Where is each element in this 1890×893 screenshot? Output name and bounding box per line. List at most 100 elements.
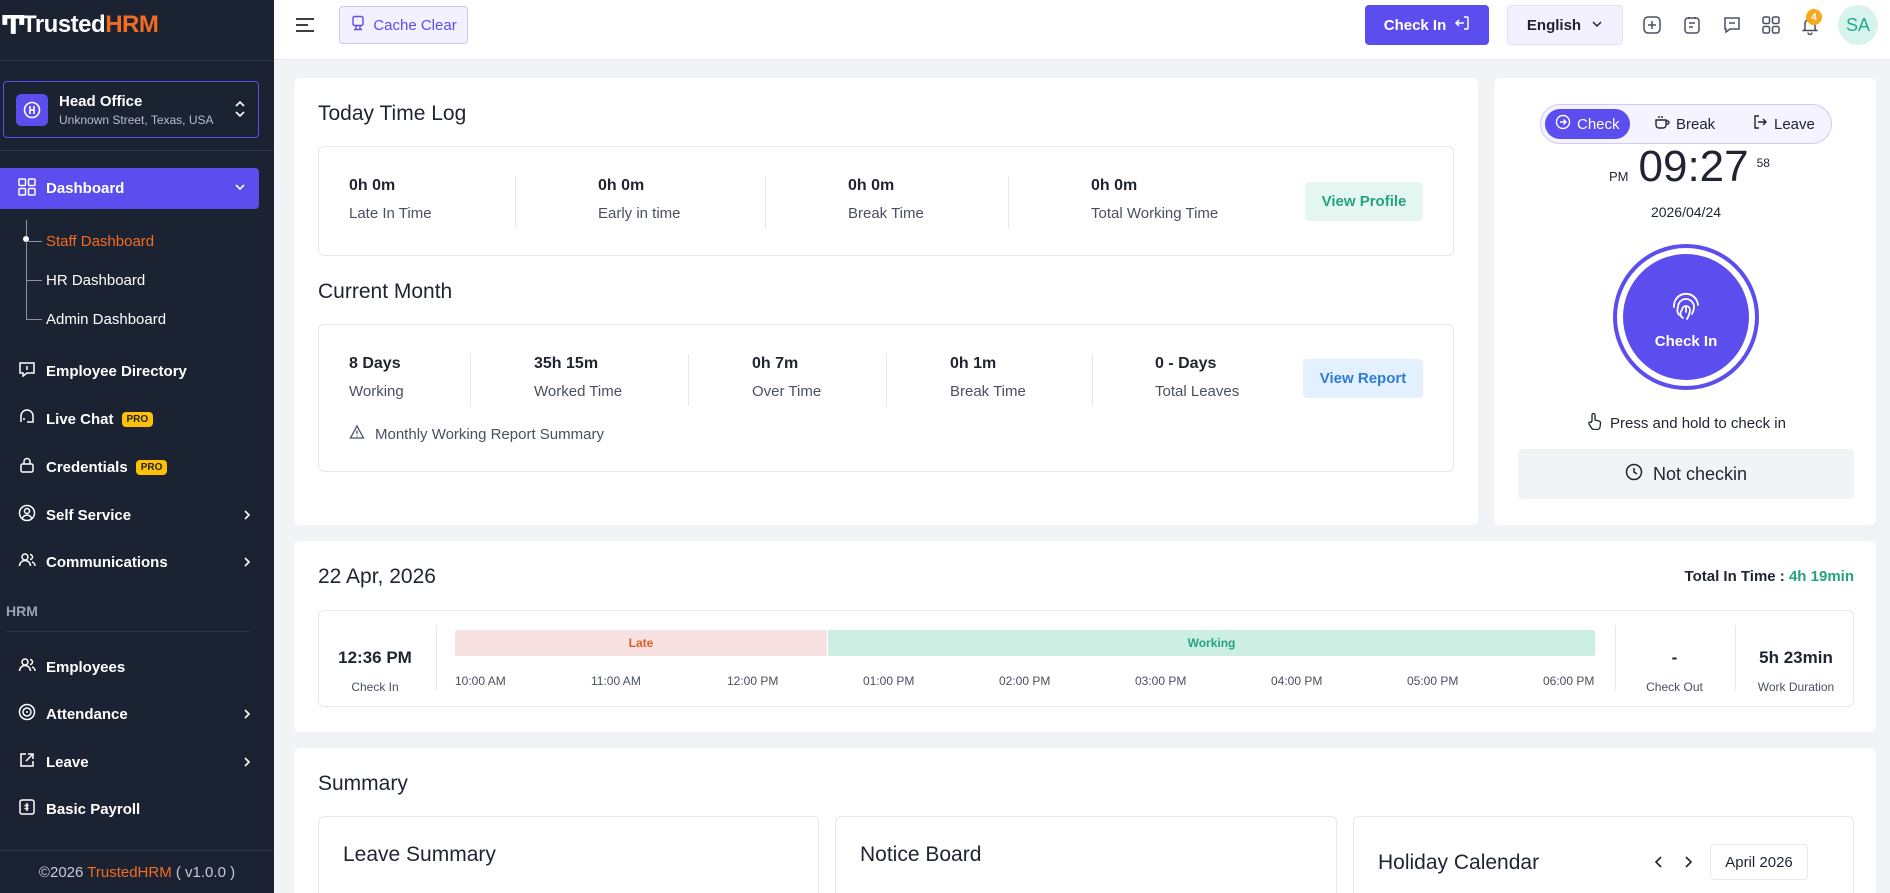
- lock-icon: [18, 456, 36, 478]
- check-mode-tabs: Check Break Leave: [1540, 104, 1832, 144]
- tab-leave[interactable]: Leave: [1752, 109, 1815, 139]
- chevron-right-icon[interactable]: [1681, 855, 1695, 874]
- dashboard-icon: [18, 177, 36, 200]
- sidebar-item-label: Employee Directory: [46, 362, 187, 380]
- stat-value: 0h 7m: [752, 355, 799, 372]
- divider: [886, 354, 887, 406]
- total-in-time-value: 4h 19min: [1788, 568, 1854, 585]
- today-time-log-title: Today Time Log: [318, 102, 467, 125]
- sidebar-item-employee-directory[interactable]: Employee Directory: [18, 359, 254, 383]
- sidebar-item-label: Communications: [46, 553, 168, 571]
- calendar-month-button[interactable]: April 2026: [1710, 844, 1808, 880]
- language-value: English: [1526, 16, 1582, 34]
- fingerprint-icon: [1666, 285, 1706, 329]
- sidebar-item-label: Credentials: [46, 458, 128, 476]
- user-circle-icon: [18, 504, 36, 526]
- sidebar-item-live-chat[interactable]: Live Chat PRO: [18, 407, 254, 431]
- add-icon[interactable]: [1641, 14, 1663, 36]
- notification-badge: 4: [1806, 9, 1822, 25]
- stat-value: 0h 0m: [598, 177, 645, 194]
- view-profile-button[interactable]: View Profile: [1305, 182, 1423, 221]
- notice-board-card: Notice Board: [835, 816, 1337, 893]
- message-icon[interactable]: [1721, 14, 1743, 36]
- brand-name-part1: Trusted: [22, 11, 106, 38]
- sidebar-item-self-service[interactable]: Self Service: [18, 503, 254, 527]
- stat-value: 35h 15m: [534, 355, 599, 372]
- sidebar-item-label: Employees: [46, 658, 126, 676]
- tab-check-label: Check: [1577, 115, 1620, 133]
- sidebar-item-attendance[interactable]: Attendance: [18, 702, 254, 726]
- divider: [765, 176, 766, 228]
- holiday-calendar-title: Holiday Calendar: [1378, 851, 1540, 874]
- logo-icon: Ͳ: [0, 9, 27, 40]
- office-name: Head Office: [59, 92, 143, 110]
- segment-late-label: Late: [628, 636, 654, 650]
- stat-total-working-time: 0h 0m Total Working Time: [1091, 177, 1218, 222]
- time-log-card: [294, 78, 1478, 525]
- brand-logo[interactable]: Ͳ Trusted HRM: [0, 8, 159, 42]
- apps-grid-icon[interactable]: [1760, 14, 1782, 36]
- chevron-updown-icon: [234, 98, 246, 125]
- office-selector[interactable]: Head Office Unknown Street, Texas, USA: [3, 81, 259, 138]
- chevron-right-icon: [240, 508, 254, 526]
- sidebar-item-label: Live Chat: [46, 410, 114, 428]
- timeline-tick: 06:00 PM: [1543, 674, 1595, 688]
- stat-value: 0h 1m: [950, 355, 997, 372]
- sidebar-subitem-admin-dashboard[interactable]: Admin Dashboard: [25, 311, 167, 328]
- directory-icon: [18, 360, 36, 382]
- stat-late-in-time: 0h 0m Late In Time: [349, 177, 432, 222]
- broom-icon: [350, 15, 366, 35]
- office-icon: [16, 93, 48, 126]
- sidebar-item-communications[interactable]: Communications: [18, 550, 254, 574]
- stat-label: Worked Time: [534, 383, 623, 400]
- section-label-hrm: HRM: [6, 603, 38, 619]
- sidebar-item-leave[interactable]: Leave: [18, 750, 254, 774]
- footer-prefix: ©2026: [38, 864, 88, 881]
- total-in-time: Total In Time : 4h 19min: [1685, 568, 1854, 585]
- sidebar-subitem-staff-dashboard[interactable]: Staff Dashboard: [25, 233, 155, 250]
- sidebar-item-credentials[interactable]: Credentials PRO: [18, 455, 254, 479]
- divider: [0, 150, 274, 151]
- sidebar-item-employees[interactable]: Employees: [18, 655, 254, 679]
- timeline-work-duration: 5h 23min Work Duration: [1746, 648, 1846, 694]
- total-in-time-label: Total In Time :: [1684, 568, 1789, 585]
- view-report-button[interactable]: View Report: [1303, 359, 1423, 398]
- check-in-button[interactable]: Check In: [1365, 5, 1489, 45]
- check-in-circle-button[interactable]: Check In: [1613, 244, 1759, 390]
- brand-name-part2: HRM: [105, 11, 159, 38]
- avatar[interactable]: SA: [1838, 5, 1878, 45]
- menu-toggle-icon[interactable]: [295, 16, 315, 39]
- current-month-title: Current Month: [318, 280, 453, 303]
- timeline-segment-working: Working: [828, 630, 1595, 656]
- footer-brand[interactable]: TrustedHRM: [87, 864, 172, 881]
- stat-break-time: 0h 0m Break Time: [848, 177, 924, 222]
- stat-worked-time: 35h 15m Worked Time: [534, 355, 622, 400]
- clock-seconds: 58: [1756, 156, 1770, 170]
- active-dot: [23, 236, 29, 242]
- monthly-report-note-text: Monthly Working Report Summary: [375, 425, 604, 443]
- users-icon: [18, 551, 36, 573]
- timeline-check-out: - Check Out: [1628, 648, 1721, 694]
- cache-clear-button[interactable]: Cache Clear: [339, 6, 468, 44]
- tab-break[interactable]: Break: [1654, 109, 1715, 139]
- check-in-circle-label: Check In: [1654, 332, 1718, 350]
- sidebar-item-basic-payroll[interactable]: Basic Payroll: [18, 797, 254, 821]
- stat-break-time-month: 0h 1m Break Time: [950, 355, 1026, 400]
- payroll-icon: [18, 798, 36, 820]
- sidebar-subitem-hr-dashboard[interactable]: HR Dashboard: [25, 272, 146, 289]
- check-out-value: -: [1671, 648, 1678, 667]
- notes-icon[interactable]: [1681, 14, 1703, 36]
- tab-check[interactable]: Check: [1545, 109, 1630, 139]
- sidebar-item-dashboard[interactable]: Dashboard: [0, 168, 259, 209]
- chevron-left-icon[interactable]: [1652, 855, 1666, 874]
- sidebar-item-label: Leave: [46, 753, 89, 771]
- language-select[interactable]: English: [1507, 5, 1623, 45]
- divider: [1092, 354, 1093, 406]
- pro-badge: PRO: [121, 411, 154, 427]
- divider: [6, 631, 250, 632]
- segment-working-label: Working: [1187, 636, 1236, 650]
- tab-break-label: Break: [1676, 115, 1716, 133]
- stat-label: Over Time: [752, 383, 822, 400]
- check-status: Not checkin: [1518, 449, 1854, 499]
- stat-over-time: 0h 7m Over Time: [752, 355, 821, 400]
